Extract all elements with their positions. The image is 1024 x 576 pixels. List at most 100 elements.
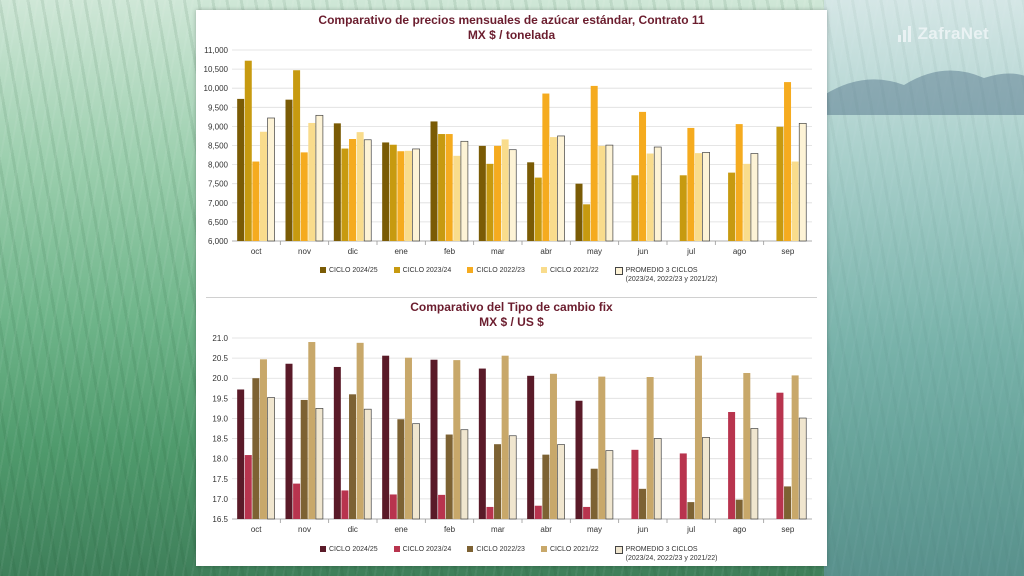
bar	[285, 363, 293, 519]
bar	[728, 172, 736, 241]
x-tick-label: ene	[394, 247, 408, 256]
x-tick-label: nov	[298, 525, 311, 534]
bar	[646, 153, 654, 241]
bar	[583, 204, 591, 241]
bar	[252, 161, 260, 241]
bar	[478, 368, 486, 519]
legend-label-note: (2023/24, 2022/23 y 2021/22)	[625, 555, 718, 562]
bar	[293, 70, 301, 241]
bar	[784, 486, 792, 519]
y-tick-label: 7,500	[208, 180, 229, 189]
bar	[549, 373, 557, 519]
bar	[575, 183, 583, 241]
bar	[382, 142, 390, 241]
x-tick-label: feb	[444, 525, 456, 534]
y-tick-label: 9,500	[208, 103, 229, 112]
bar	[557, 135, 565, 242]
legend-item: CICLO 2024/25	[320, 545, 378, 554]
legend-swatch	[540, 267, 547, 273]
bar	[784, 82, 792, 241]
legend-swatch	[320, 267, 326, 273]
x-tick-label: oct	[251, 525, 262, 534]
bar	[776, 126, 784, 241]
bar	[776, 392, 784, 519]
bar	[267, 117, 275, 242]
bar	[750, 428, 759, 520]
chart1-subtitle: MX $ / tonelada	[467, 28, 556, 42]
bar	[501, 139, 509, 241]
bar	[557, 444, 565, 520]
x-tick-label: sep	[781, 247, 794, 256]
bar	[694, 355, 702, 519]
bar	[315, 408, 324, 520]
bar	[605, 450, 614, 520]
bar	[702, 436, 710, 520]
bar	[397, 419, 405, 519]
legend-label: PROMEDIO 3 CICLOS	[625, 546, 698, 553]
legend-swatch	[614, 267, 623, 275]
x-tick-label: ene	[394, 525, 408, 534]
bar	[460, 140, 469, 242]
bar	[735, 124, 743, 241]
y-tick-label: 18.0	[212, 455, 228, 464]
bar	[300, 152, 308, 241]
bar	[694, 153, 702, 241]
bar	[494, 444, 502, 519]
y-tick-label: 20.0	[212, 374, 228, 383]
background-hills	[824, 70, 1024, 115]
bar	[653, 438, 662, 520]
bar	[494, 145, 502, 241]
bar	[389, 494, 397, 519]
bar	[453, 155, 461, 241]
bar	[735, 499, 743, 519]
bar	[333, 366, 341, 519]
legend-swatch	[467, 546, 474, 552]
x-tick-label: may	[587, 247, 602, 256]
x-tick-label: jul	[686, 525, 695, 534]
bar	[259, 359, 267, 519]
bar-chart-icon	[897, 26, 914, 42]
bar	[798, 417, 807, 520]
bar	[252, 378, 260, 519]
y-tick-label: 8,000	[208, 161, 229, 170]
bar	[598, 376, 606, 519]
y-tick-label: 10,000	[204, 84, 229, 93]
legend-label-note: (2023/24, 2022/23 y 2021/22)	[625, 276, 718, 283]
y-tick-label: 17.5	[212, 475, 228, 484]
bar	[244, 455, 252, 519]
bar	[404, 357, 412, 519]
exchange-rate-chart: 16.5 17.0 17.5 18.0 18.5 19.0 19.5 20.0 20.5 21.0…	[212, 334, 812, 534]
legend-item: CICLO 2023/24	[393, 266, 452, 275]
bar	[575, 400, 583, 519]
bar	[605, 144, 614, 242]
bar	[679, 453, 687, 519]
y-tick-label: 6,000	[208, 237, 229, 246]
bar	[445, 434, 453, 519]
y-tick-label: 20.5	[212, 354, 228, 363]
bar	[542, 93, 550, 241]
bar	[341, 490, 349, 519]
bar	[267, 397, 275, 520]
legend-swatch	[320, 546, 326, 552]
legend-item: CICLO 2021/22	[540, 266, 599, 275]
x-tick-label: mar	[491, 247, 505, 256]
bar	[791, 161, 799, 241]
bar	[527, 375, 535, 519]
bar	[389, 144, 397, 241]
legend-label: CICLO 2023/24	[402, 267, 452, 274]
legend-item: CICLO 2024/25	[320, 266, 378, 275]
bar	[508, 435, 517, 520]
bar	[702, 152, 710, 242]
chart-divider	[206, 297, 817, 298]
y-tick-label: 9,000	[208, 122, 229, 131]
y-tick-label: 19.0	[212, 414, 228, 423]
bar	[743, 163, 751, 241]
legend-label: CICLO 2024/25	[329, 267, 378, 274]
background-sky	[824, 0, 1024, 576]
y-tick-label: 16.5	[212, 515, 228, 524]
bar	[534, 505, 542, 519]
legend-item: CICLO 2022/23	[467, 266, 525, 275]
bar	[453, 360, 461, 519]
x-tick-label: jul	[686, 247, 695, 256]
bar	[244, 60, 252, 241]
